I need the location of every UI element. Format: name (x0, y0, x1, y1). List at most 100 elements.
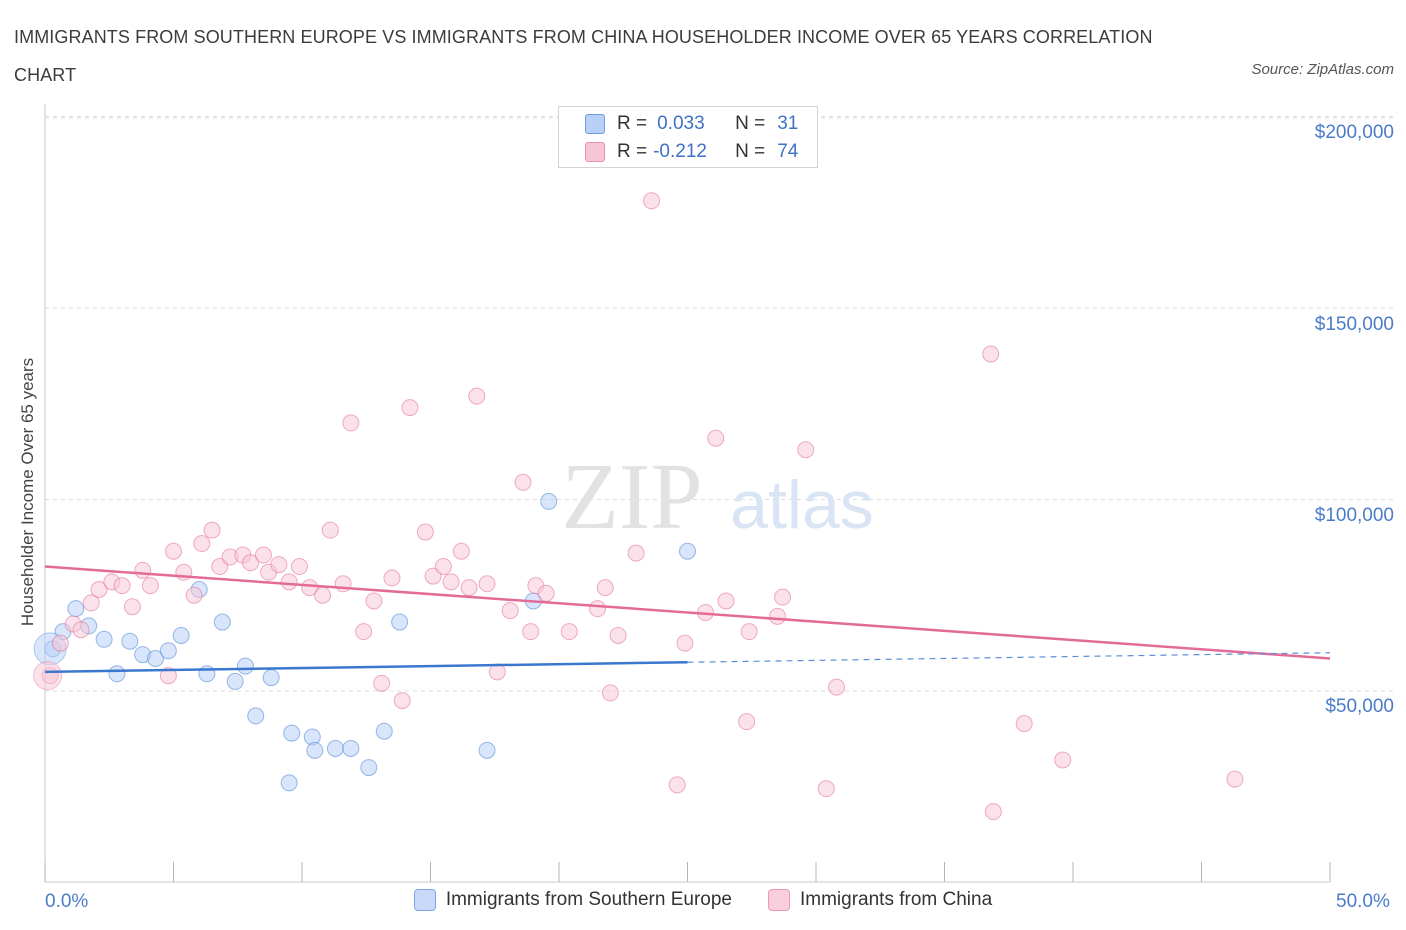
point-southern-europe (236, 657, 254, 675)
legend-label: Immigrants from China (800, 889, 993, 910)
point-china (185, 586, 203, 604)
legend-swatch-pink (768, 889, 790, 911)
point-china (373, 674, 391, 692)
point-southern-europe (283, 724, 301, 742)
watermark-zip: ZIP (562, 445, 703, 549)
point-china (342, 414, 360, 432)
x-tick-label: 50.0% (1336, 891, 1390, 912)
legend-item-southern-europe[interactable]: Immigrants from Southern Europe (413, 889, 732, 911)
axes (44, 104, 1331, 883)
point-southern-europe (478, 741, 496, 759)
point-china (383, 569, 401, 587)
point-china (817, 780, 835, 798)
point-southern-europe (172, 626, 190, 644)
point-southern-europe (247, 707, 265, 725)
point-china (33, 661, 63, 691)
point-china (774, 588, 792, 606)
point-china (416, 523, 434, 541)
point-southern-europe (159, 642, 177, 660)
point-southern-europe (540, 492, 558, 510)
point-southern-europe (262, 669, 280, 687)
point-southern-europe (375, 722, 393, 740)
point-china (193, 535, 211, 553)
point-china (314, 586, 332, 604)
chart-title: IMMIGRANTS FROM SOUTHERN EUROPE VS IMMIG… (14, 27, 1153, 85)
watermark: ZIP atlas (562, 445, 874, 549)
y-tick-label: $100,000 (1314, 505, 1394, 526)
point-china (393, 692, 411, 710)
point-southern-europe (326, 739, 344, 757)
point-china (522, 623, 540, 641)
point-china (468, 387, 486, 405)
trend-line-china (44, 565, 1331, 660)
point-china (488, 663, 506, 681)
point-china (82, 594, 100, 612)
point-china (589, 600, 607, 618)
legend: Immigrants from Southern Europe Immigran… (0, 889, 1406, 911)
point-southern-europe (147, 649, 165, 667)
point-china (560, 623, 578, 641)
legend-item-china[interactable]: Immigrants from China (768, 889, 992, 911)
point-china (740, 623, 758, 641)
point-china (460, 579, 478, 597)
source-label: Source: ZipAtlas.com (1251, 61, 1394, 78)
trend-line-southern-europe-extension (687, 652, 1331, 663)
stats-swatch-pink (585, 142, 605, 162)
point-china (290, 558, 308, 576)
point-china (601, 684, 619, 702)
stats-n-label: N = (735, 141, 766, 162)
point-southern-europe (108, 665, 126, 683)
point-china (676, 634, 694, 652)
point-china (90, 581, 108, 599)
y-tick-label: $150,000 (1314, 314, 1394, 335)
point-southern-europe (213, 613, 231, 631)
point-china (768, 607, 786, 625)
stats-r-label: R = (617, 141, 648, 162)
point-china (982, 345, 1000, 363)
point-southern-europe (226, 672, 244, 690)
point-china (141, 577, 159, 595)
point-china (51, 634, 69, 652)
point-china (627, 544, 645, 562)
point-china (478, 575, 496, 593)
point-china (442, 573, 460, 591)
point-china (452, 542, 470, 560)
point-southern-europe (306, 741, 324, 759)
point-southern-europe (360, 759, 378, 777)
point-china (501, 602, 519, 620)
point-china (159, 667, 177, 685)
point-southern-europe (679, 542, 696, 560)
point-china (355, 623, 373, 641)
point-china (203, 521, 221, 539)
y-axis-label: Householder Income Over 65 years (18, 357, 37, 627)
stats-r-value: -0.212 (653, 141, 707, 162)
point-china (596, 579, 614, 597)
legend-swatch-blue (413, 889, 436, 911)
point-southern-europe (67, 600, 85, 618)
point-china (72, 621, 90, 639)
stats-n-value: 31 (777, 113, 799, 134)
point-china (828, 678, 846, 696)
stats-row-southern-europe: R = 0.033 N = 31 (585, 110, 798, 138)
point-china (537, 584, 555, 602)
point-china (643, 192, 661, 210)
point-china (717, 592, 735, 610)
trend-line-southern-europe (44, 661, 688, 674)
stats-box: R = 0.033 N = 31 R = -0.212 N = 74 (558, 106, 818, 168)
point-china (797, 441, 815, 459)
point-china (609, 626, 627, 644)
point-china (123, 598, 141, 616)
point-china (280, 573, 298, 591)
y-tick-label: $200,000 (1314, 122, 1394, 143)
point-china (1226, 770, 1244, 788)
point-china (242, 554, 260, 572)
point-china (984, 803, 1002, 821)
point-china (254, 546, 272, 564)
point-china (434, 558, 452, 576)
point-china (1054, 751, 1072, 769)
stats-row-china: R = -0.212 N = 74 (585, 138, 798, 166)
point-china (113, 577, 131, 595)
stats-n-label: N = (735, 113, 766, 134)
point-southern-europe (280, 774, 298, 792)
